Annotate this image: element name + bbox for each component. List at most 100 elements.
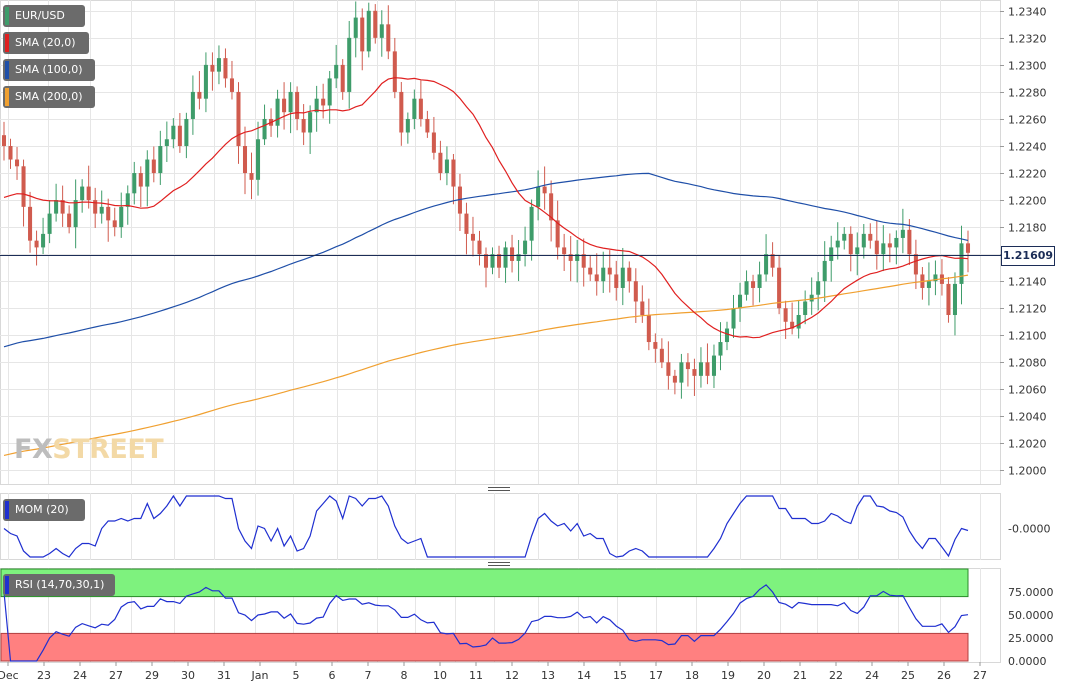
price-tick-label: 1.2140	[1008, 276, 1047, 289]
candle-body	[555, 220, 560, 248]
price-tick-label: 1.2340	[1008, 6, 1047, 19]
candle-body	[822, 260, 827, 282]
candle-body	[965, 243, 971, 253]
candle-body	[744, 281, 749, 295]
candle-body	[497, 254, 502, 268]
rsi-line	[3, 584, 969, 662]
legend-sma100[interactable]: SMA (100,0)	[3, 59, 95, 81]
candle-body	[282, 98, 287, 113]
legend-mom[interactable]: MOM (20)	[3, 499, 85, 521]
sma20-swatch	[5, 34, 9, 52]
candle-body	[640, 301, 645, 316]
rsi-label: RSI (14,70,30,1)	[15, 578, 105, 591]
mom-tick-label: -0.0000	[1008, 523, 1050, 536]
candle-body	[523, 240, 528, 255]
candle-body	[510, 247, 515, 261]
candle-body	[41, 233, 46, 248]
candle-body	[529, 206, 534, 241]
candle-body	[288, 91, 293, 113]
time-tick-label: 12	[505, 669, 519, 682]
mom-pane-frame	[0, 493, 1001, 560]
current-price-tag: 1.21609	[1001, 246, 1055, 266]
time-tick-label: 11	[469, 669, 483, 682]
time-tick-label: 19	[721, 669, 735, 682]
time-tick-label: 23	[37, 669, 51, 682]
candle-body	[86, 186, 91, 201]
candle-body	[952, 283, 957, 316]
pane-divider-handle[interactable]	[488, 487, 510, 491]
time-tick-label: 17	[649, 669, 663, 682]
candle-body	[145, 159, 150, 187]
candle-body	[842, 233, 847, 241]
candle-body	[809, 294, 814, 302]
candle-body	[633, 281, 638, 302]
grid-lines	[0, 0, 1000, 662]
price-tick-label: 1.2080	[1008, 357, 1047, 370]
time-tick-label: 29	[145, 669, 159, 682]
candle-body	[171, 125, 176, 140]
candle-body	[803, 301, 808, 316]
candle-body	[158, 146, 163, 174]
candle-body	[581, 254, 586, 268]
candle-body	[575, 254, 580, 261]
candle-body	[562, 247, 567, 255]
legend-rsi[interactable]: RSI (14,70,30,1)	[3, 574, 115, 596]
time-tick-label: 5	[293, 669, 300, 682]
candle-body	[933, 274, 938, 282]
mom-label: MOM (20)	[15, 503, 69, 516]
candle-body	[646, 315, 651, 343]
legend-sma20[interactable]: SMA (20,0)	[3, 32, 89, 54]
candle-body	[412, 98, 417, 119]
candle-body	[47, 213, 52, 234]
symbol-swatch	[5, 7, 9, 25]
candle-body	[907, 229, 912, 255]
candle-body	[360, 17, 365, 52]
candle-body	[73, 200, 78, 228]
candle-body	[210, 64, 215, 72]
candle-body	[132, 173, 137, 194]
candle-body	[835, 240, 840, 248]
candle-body	[783, 308, 788, 322]
time-tick-label: 26	[937, 669, 951, 682]
candle-body	[190, 91, 195, 119]
candle-body	[418, 98, 423, 119]
sma20-label: SMA (20,0)	[15, 36, 76, 49]
rsi-tick-label: 0.0000	[1008, 655, 1047, 668]
time-tick-label: 27	[109, 669, 123, 682]
price-tick-label: 1.2320	[1008, 33, 1047, 46]
candle-body	[334, 64, 339, 79]
candle-body	[295, 91, 300, 119]
rsi-swatch	[5, 576, 9, 594]
time-tick-label: 25	[901, 669, 915, 682]
price-tick-label: 1.2180	[1008, 222, 1047, 235]
price-tick-label: 1.2200	[1008, 195, 1047, 208]
candle-body	[177, 125, 182, 147]
candle-body	[373, 10, 378, 38]
candle-body	[314, 98, 319, 113]
candle-body	[868, 233, 873, 241]
candle-body	[516, 254, 521, 261]
legend-symbol[interactable]: EUR/USD	[3, 5, 85, 27]
candle-body	[405, 118, 410, 133]
mom-line	[3, 494, 969, 558]
candle-body	[724, 328, 730, 343]
oscillator-lines	[3, 494, 969, 662]
price-tick-label: 1.2300	[1008, 60, 1047, 73]
time-tick-label: 18	[685, 669, 699, 682]
candle-body	[568, 254, 573, 261]
candle-body	[386, 24, 391, 52]
pane-divider-handle[interactable]	[488, 562, 510, 566]
rsi-overbought-zone	[0, 568, 969, 598]
rsi-oversold-zone	[0, 632, 969, 662]
symbol-label: EUR/USD	[15, 9, 65, 22]
price-tick-label: 1.2120	[1008, 303, 1047, 316]
candle-body	[672, 375, 677, 383]
time-tick-label: 10	[433, 669, 447, 682]
candle-body	[764, 254, 769, 275]
candle-body	[913, 254, 918, 275]
candle-body	[236, 91, 241, 147]
legend-sma200[interactable]: SMA (200,0)	[3, 86, 95, 108]
candle-body	[620, 267, 625, 288]
candle-body	[262, 118, 267, 140]
time-axis: Dec 23 24 27 29 30 31 Jan 5 6 7 8 10 11 12 13 14 15 17 18 19…	[0, 662, 987, 682]
